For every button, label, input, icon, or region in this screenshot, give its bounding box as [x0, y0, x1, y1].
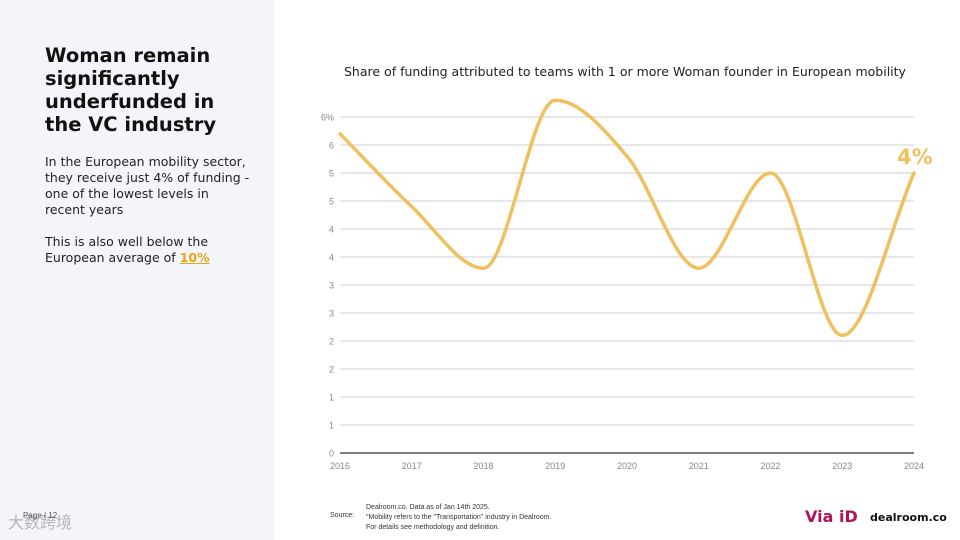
x-tick-label: 2016	[330, 461, 350, 471]
y-tick-label: 3	[329, 309, 334, 319]
y-tick-label: 4	[329, 253, 334, 263]
y-tick-label: 1	[329, 393, 334, 403]
source-label: Source:	[330, 512, 355, 519]
dealroom-logo: dealroom.co	[870, 511, 947, 524]
y-tick-label: 2	[329, 337, 334, 347]
y-tick-label: 3	[329, 281, 334, 291]
y-tick-label: 4	[329, 225, 334, 235]
headline: Woman remain significantly underfunded i…	[45, 44, 217, 136]
y-tick-label: 2	[329, 365, 334, 375]
y-tick-label: 1	[329, 421, 334, 431]
y-tick-label: 5	[329, 169, 334, 179]
watermark-logo: 大数跨境	[8, 513, 73, 532]
x-tick-label: 2021	[689, 461, 709, 471]
source-line-1: Dealroom.co. Data as of Jan 14th 2025.	[366, 504, 490, 511]
x-tick-label: 2017	[402, 461, 422, 471]
line-chart: 0 1 1 2 2 3 3 4 4 5 5 6 6% 2016 2017 2018 2019 2020 2021 20…	[321, 98, 933, 471]
comparison-text: This is also well below the European ave…	[45, 234, 209, 265]
page-number: Page / 12	[23, 511, 58, 520]
x-tick-label: 2018	[473, 461, 493, 471]
comparison-paragraph: This is also well below the European ave…	[45, 234, 250, 266]
source-notes: Dealroom.co. Data as of Jan 14th 2025. "…	[366, 503, 551, 533]
chart-title: Share of funding attributed to teams wit…	[344, 64, 906, 79]
intro-paragraph: In the European mobility sector, they re…	[45, 154, 250, 217]
european-average-highlight: 10%	[179, 250, 210, 265]
end-value-label: 4%	[897, 145, 933, 169]
series-line	[338, 98, 916, 338]
x-tick-label: 2020	[617, 461, 637, 471]
left-panel: Woman remain significantly underfunded i…	[0, 0, 274, 540]
x-tick-label: 2023	[832, 461, 852, 471]
x-tick-label: 2024	[904, 461, 924, 471]
source-line-2: "Mobility refers to the "Transportation"…	[366, 514, 552, 521]
y-tick-label: 6	[329, 141, 334, 151]
x-tick-label: 2022	[760, 461, 780, 471]
viaid-logo: Via iD	[805, 507, 858, 526]
y-tick-label: 0	[329, 449, 334, 459]
y-tick-label: 5	[329, 197, 334, 207]
source-line-3: For details see methodology and definiti…	[366, 524, 500, 531]
y-tick-label: 6%	[321, 113, 334, 123]
x-tick-label: 2019	[545, 461, 565, 471]
